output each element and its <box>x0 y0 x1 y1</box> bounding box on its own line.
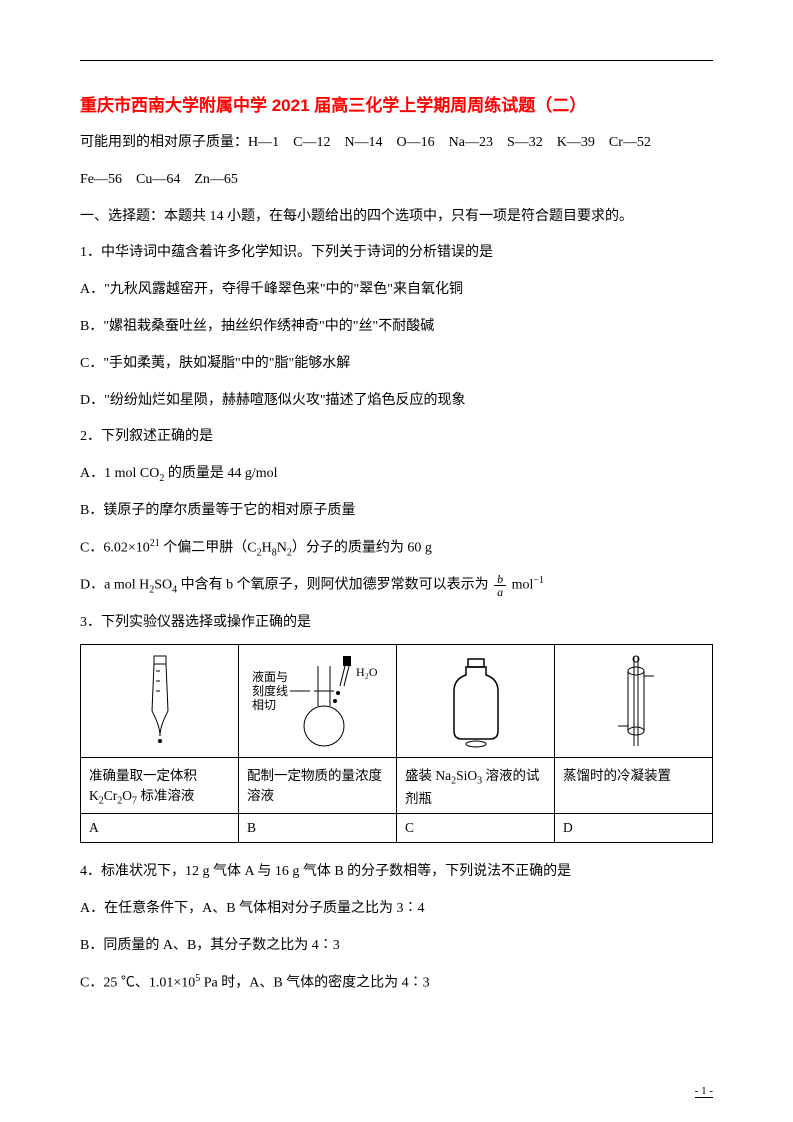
q1-stem: 1．中华诗词中蕴含着许多化学知识。下列关于诗词的分析错误的是 <box>80 238 713 269</box>
q4-stem: 4．标准状况下，12 g 气体 A 与 16 g 气体 B 的分子数相等，下列说… <box>80 857 713 888</box>
desc-cell-a: 准确量取一定体积 K2Cr2O7 标准溶液 <box>81 758 239 814</box>
q3-stem: 3．下列实验仪器选择或操作正确的是 <box>80 608 713 639</box>
q2c-pre: C．6.02×10 <box>80 540 150 555</box>
q4-option-a: A．在任意条件下，A、B 气体相对分子质量之比为 3∶4 <box>80 894 713 925</box>
desc-a-cr: Cr <box>104 788 118 803</box>
label-cell-a: A <box>81 814 239 843</box>
desc-cell-b: 配制一定物质的量浓度溶液 <box>239 758 397 814</box>
q2d-m: SO <box>154 578 172 593</box>
q2-option-d: D．a mol H2SO4 中含有 b 个氧原子，则阿伏加德罗常数可以表示为 b… <box>80 570 713 601</box>
table-row: A B C D <box>81 814 713 843</box>
q4-option-c: C．25 ℃、1.01×105 Pa 时，A、B 气体的密度之比为 4∶3 <box>80 968 713 999</box>
q1-option-d: D．"纷纷灿烂如星陨，赫赫喧豗似火攻"描述了焰色反应的现象 <box>80 386 713 417</box>
q1-option-b: B．"嫘祖栽桑蚕吐丝，抽丝织作绣神奇"中的"丝"不耐酸碱 <box>80 312 713 343</box>
desc-cell-d: 蒸馏时的冷凝装置 <box>555 758 713 814</box>
desc-cell-c: 盛装 Na2SiO3 溶液的试剂瓶 <box>397 758 555 814</box>
h2o-label: H₂O <box>356 665 378 679</box>
desc-c-mid: SiO <box>456 768 477 783</box>
q2c-exp: 21 <box>150 538 160 549</box>
q1-option-c: C．"手如柔荑，肤如凝脂"中的"脂"能够水解 <box>80 349 713 380</box>
q2d-m2: 中含有 b 个氧原子，则阿伏加德罗常数可以表示为 <box>177 578 489 593</box>
q4-option-b: B．同质量的 A、B，其分子数之比为 4∶3 <box>80 931 713 962</box>
desc-c-pre: 盛装 Na <box>405 768 451 783</box>
q2-option-b: B．镁原子的摩尔质量等于它的相对原子质量 <box>80 496 713 527</box>
q2-option-c: C．6.02×1021 个偏二甲肼（C2H8N2）分子的质量约为 60 g <box>80 533 713 564</box>
q2c-post: ）分子的质量约为 60 g <box>292 540 432 555</box>
desc-a-pre: 准确量取一定体积 <box>89 768 197 783</box>
table-row: 准确量取一定体积 K2Cr2O7 标准溶液 配制一定物质的量浓度溶液 盛装 Na… <box>81 758 713 814</box>
label-cell-c: C <box>397 814 555 843</box>
q2-option-a: A．1 mol CO2 的质量是 44 g/mol <box>80 459 713 490</box>
q2-stem: 2．下列叙述正确的是 <box>80 422 713 453</box>
q1-option-a: A．"九秋风露越窑开，夺得千峰翠色来"中的"翠色"来自氧化铜 <box>80 275 713 306</box>
q2c-m1: 个偏二甲肼（C <box>160 540 257 555</box>
atomic-masses-line-2: Fe—56 Cu—64 Zn—65 <box>80 165 713 196</box>
q2d-exp: −1 <box>533 575 544 586</box>
apparatus-cell-d <box>555 645 713 758</box>
page-number: - 1 - <box>695 1085 713 1098</box>
volumetric-flask-icon: 液面与 刻度线 相切 H₂O <box>248 651 388 751</box>
q3-table: 液面与 刻度线 相切 H₂O <box>80 644 713 843</box>
q2c-m3: N <box>277 540 287 555</box>
q2d-pre: D．a mol H <box>80 578 149 593</box>
q2c-m2: H <box>262 540 272 555</box>
q2d-post: mol <box>512 578 534 593</box>
top-horizontal-rule <box>80 60 713 61</box>
desc-a-o: O <box>122 788 132 803</box>
label-text: 相切 <box>252 698 276 712</box>
q2a-pre: A．1 mol CO <box>80 466 159 481</box>
apparatus-cell-a <box>81 645 239 758</box>
q2a-post: 的质量是 44 g/mol <box>164 466 277 481</box>
burette-icon <box>130 651 190 751</box>
desc-a-k: K <box>89 788 99 803</box>
document-title: 重庆市西南大学附属中学 2021 届高三化学上学期周周练试题（二） <box>80 91 713 116</box>
label-text: 刻度线 <box>252 683 288 698</box>
reagent-bottle-icon <box>436 651 516 751</box>
q4c-post: Pa 时，A、B 气体的密度之比为 4∶3 <box>200 975 429 990</box>
condenser-icon <box>604 651 664 751</box>
atomic-masses-line-1: 可能用到的相对原子质量：H—1 C—12 N—14 O—16 Na—23 S—3… <box>80 128 713 159</box>
label-cell-d: D <box>555 814 713 843</box>
apparatus-cell-b: 液面与 刻度线 相切 H₂O <box>239 645 397 758</box>
section-1-heading: 一、选择题：本题共 14 小题，在每小题给出的四个选项中，只有一项是符合题目要求… <box>80 202 713 233</box>
label-cell-b: B <box>239 814 397 843</box>
label-text: 液面与 <box>252 669 288 684</box>
fraction-icon: b a <box>494 573 506 598</box>
desc-a-post: 标准溶液 <box>137 788 194 803</box>
table-row: 液面与 刻度线 相切 H₂O <box>81 645 713 758</box>
q4c-pre: C．25 ℃、1.01×10 <box>80 975 195 990</box>
apparatus-cell-c <box>397 645 555 758</box>
fraction-denominator: a <box>494 586 506 598</box>
